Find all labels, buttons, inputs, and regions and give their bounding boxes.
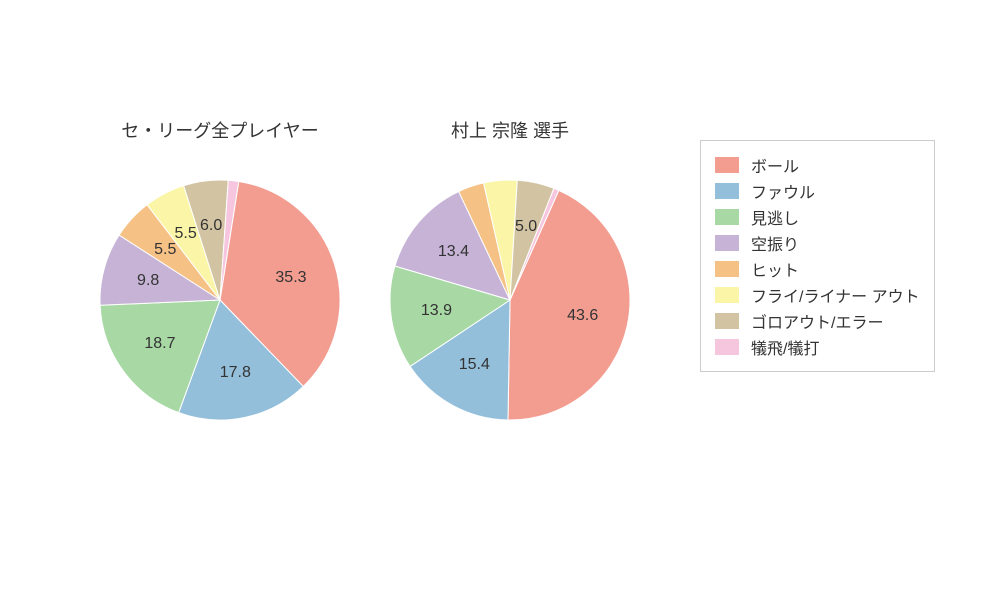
pie-slice-label-league-ground: 6.0 [200,217,222,235]
pie-slice-label-league-flyliner: 5.5 [174,225,196,243]
legend-item-miss: 見逃し [715,205,920,229]
pie-player [388,178,632,422]
pie-league [98,178,342,422]
legend-swatch-swing [715,235,739,251]
legend: ボールファウル見逃し空振りヒットフライ/ライナー アウトゴロアウト/エラー犠飛/… [700,140,935,372]
legend-label-flyliner: フライ/ライナー アウト [751,283,920,307]
legend-item-foul: ファウル [715,179,920,203]
legend-label-swing: 空振り [751,231,799,255]
legend-label-ball: ボール [751,153,799,177]
legend-swatch-hit [715,261,739,277]
legend-item-hit: ヒット [715,257,920,281]
pie-slice-label-player-miss: 13.9 [421,302,452,320]
legend-item-sac: 犠飛/犠打 [715,335,920,359]
pie-slice-label-league-foul: 17.8 [220,364,251,382]
chart-container: セ・リーグ全プレイヤー35.317.818.79.85.55.56.0村上 宗隆… [0,0,1000,600]
pie-slice-label-league-miss: 18.7 [144,335,175,353]
pie-title-player: 村上 宗隆 選手 [451,117,569,143]
legend-label-sac: 犠飛/犠打 [751,335,819,359]
pie-slice-label-player-ground: 5.0 [515,218,537,236]
legend-item-ground: ゴロアウト/エラー [715,309,920,333]
legend-swatch-flyliner [715,287,739,303]
legend-item-ball: ボール [715,153,920,177]
legend-swatch-sac [715,339,739,355]
pie-slice-label-player-swing: 13.4 [438,243,469,261]
legend-label-miss: 見逃し [751,205,799,229]
legend-item-swing: 空振り [715,231,920,255]
legend-label-hit: ヒット [751,257,799,281]
legend-item-flyliner: フライ/ライナー アウト [715,283,920,307]
legend-swatch-miss [715,209,739,225]
legend-swatch-ball [715,157,739,173]
pie-slice-label-player-ball: 43.6 [567,307,598,325]
pie-slice-label-league-ball: 35.3 [275,269,306,287]
legend-swatch-foul [715,183,739,199]
pie-slice-label-league-swing: 9.8 [137,272,159,290]
pie-slice-label-player-foul: 15.4 [459,356,490,374]
legend-label-ground: ゴロアウト/エラー [751,309,883,333]
legend-swatch-ground [715,313,739,329]
pie-title-league: セ・リーグ全プレイヤー [121,117,318,143]
legend-label-foul: ファウル [751,179,815,203]
pie-slice-label-league-hit: 5.5 [154,241,176,259]
